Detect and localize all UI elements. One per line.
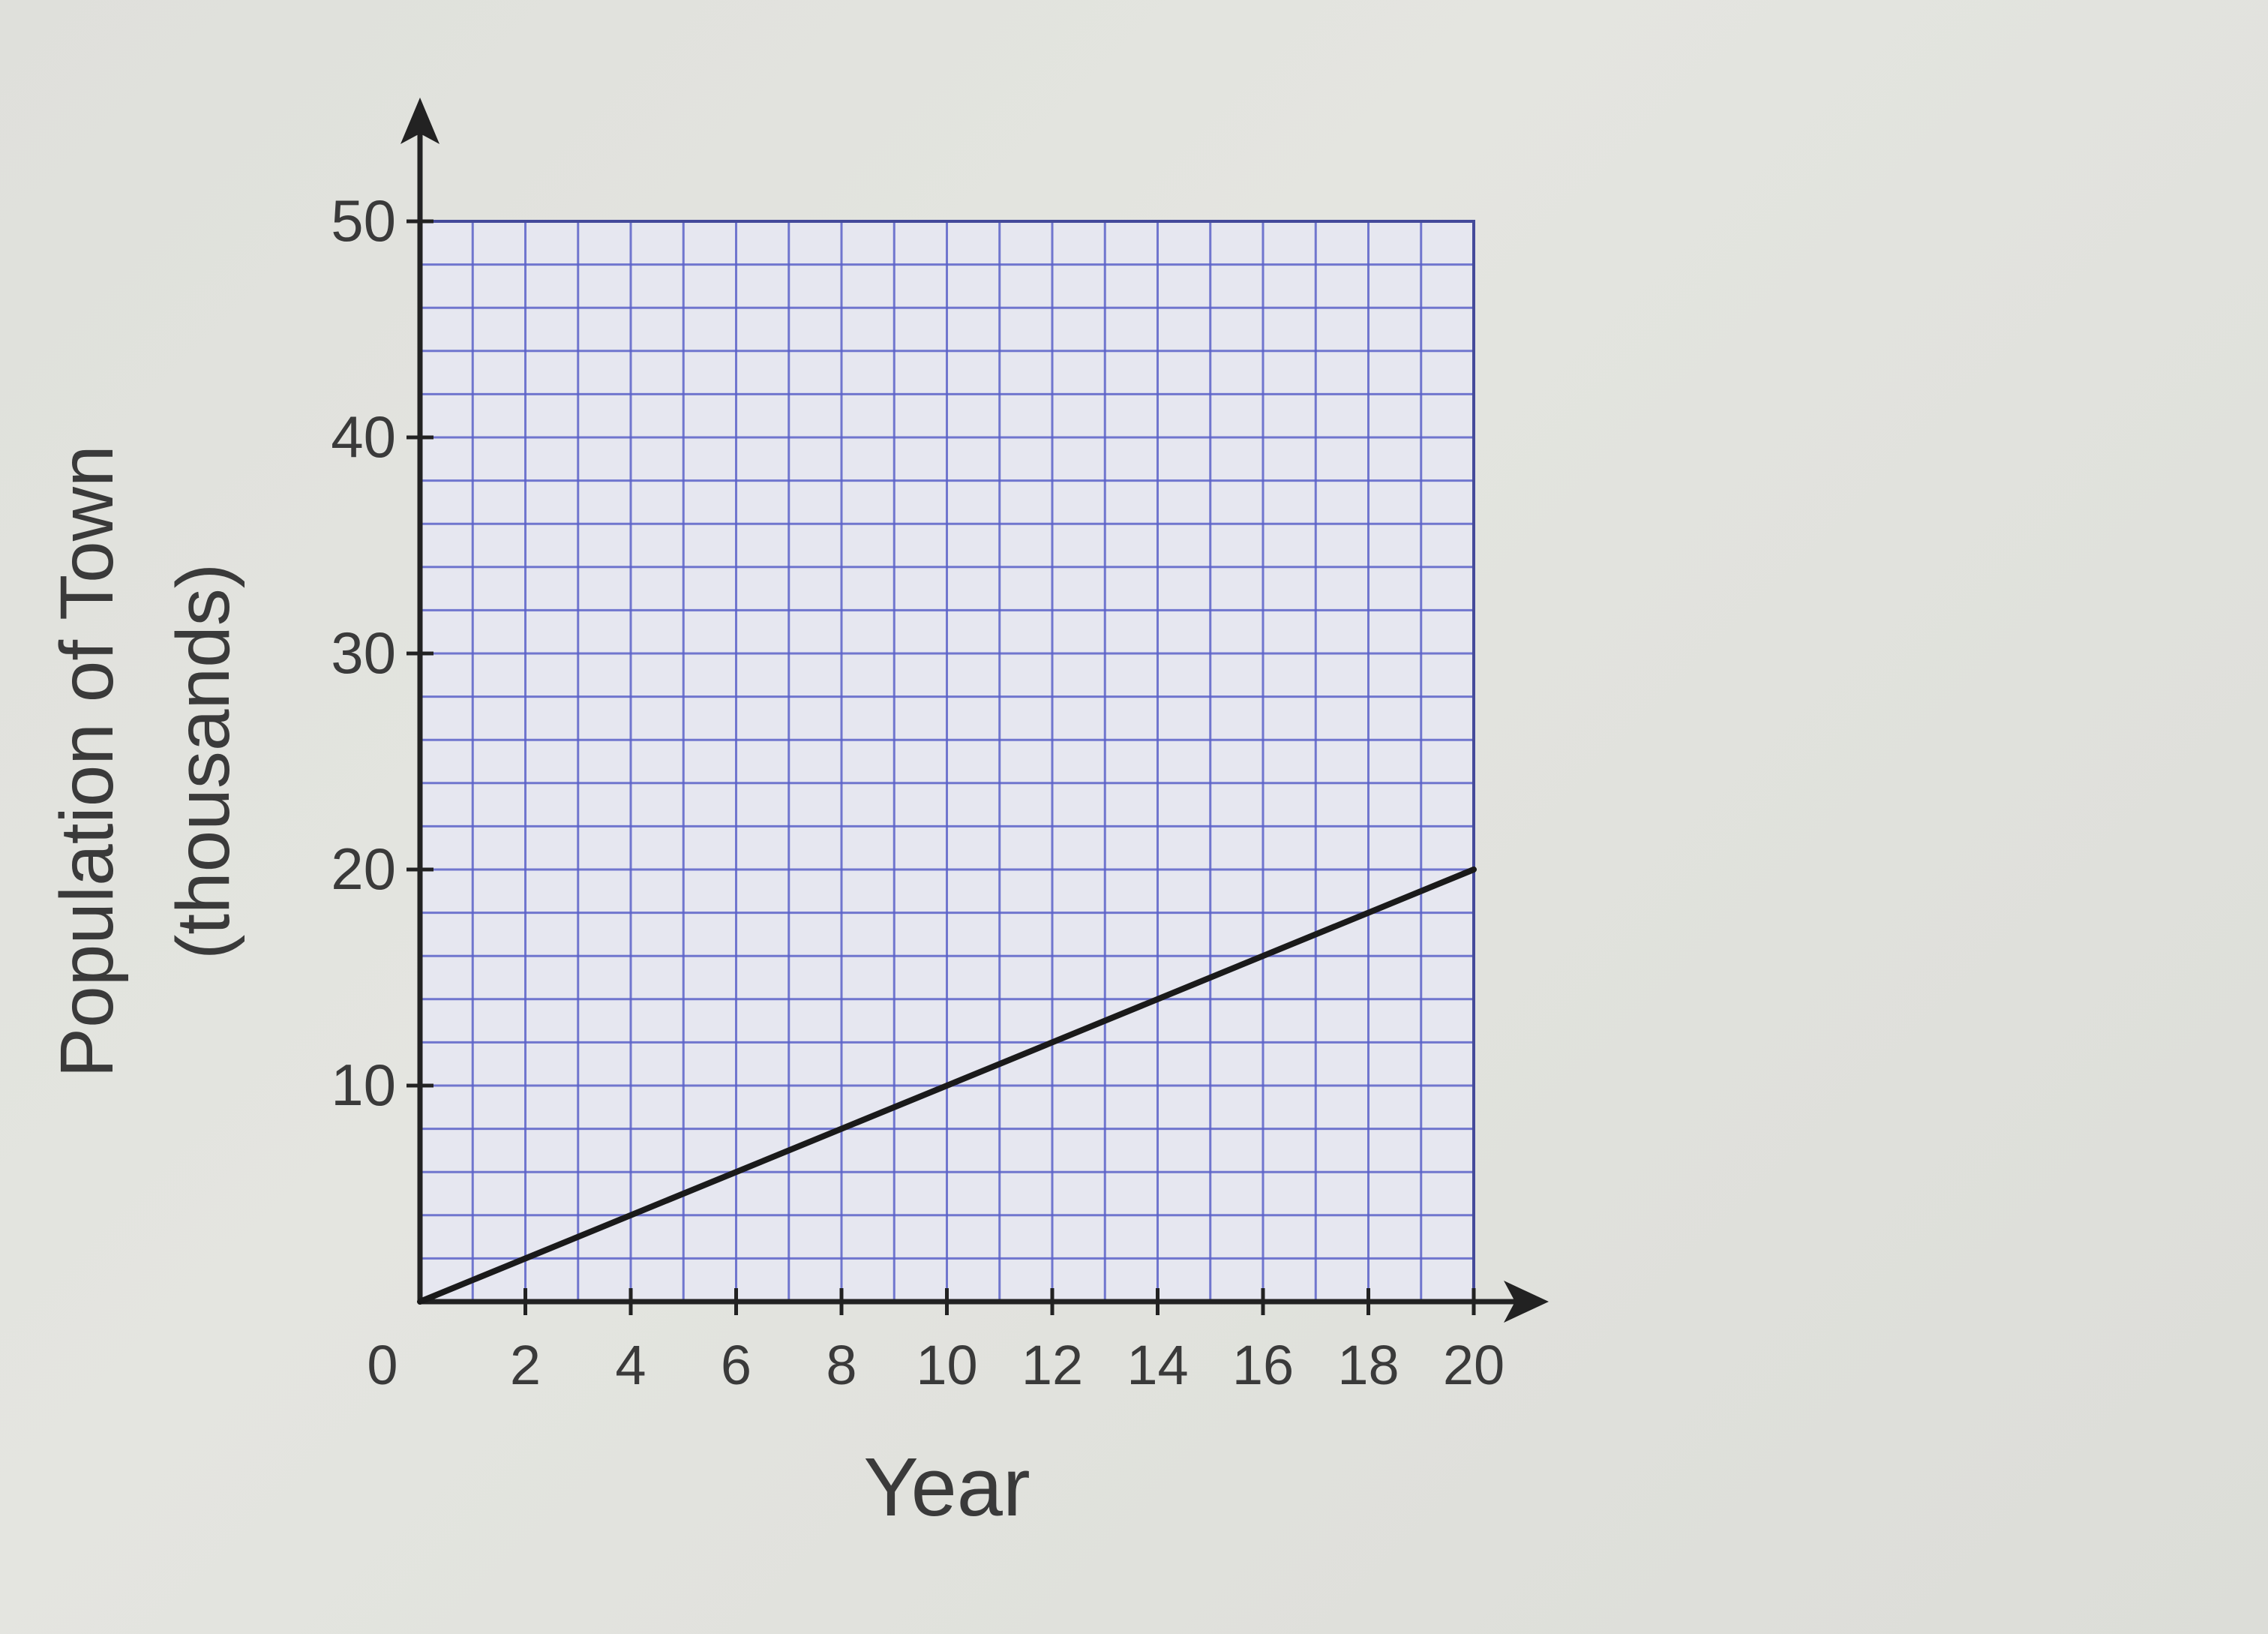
tick-labels: 0 2 4 6 8 10 12 14 16 18 20 10 20 30 40 50 <box>331 188 1504 1396</box>
x-tick-label: 0 <box>367 1334 398 1396</box>
x-tick-label: 14 <box>1126 1334 1188 1396</box>
y-tick-label: 10 <box>331 1052 396 1118</box>
ticks <box>406 219 1476 1315</box>
y-axis-arrow <box>400 98 440 144</box>
y-tick-label: 30 <box>331 620 396 686</box>
axes <box>400 98 1549 1323</box>
x-tick-label: 18 <box>1337 1334 1399 1396</box>
x-tick-label: 4 <box>615 1334 646 1396</box>
x-tick-label: 16 <box>1232 1334 1294 1396</box>
x-tick-label: 6 <box>721 1334 752 1396</box>
series <box>417 867 1477 1305</box>
y-axis-title: Population of Town <box>45 445 129 1077</box>
x-tick-label: 2 <box>510 1334 541 1396</box>
y-tick-label: 50 <box>331 188 396 254</box>
y-axis-unit: (thousands) <box>161 563 245 960</box>
x-axis-arrow <box>1504 1281 1549 1323</box>
x-tick-label: 12 <box>1022 1334 1083 1396</box>
grid <box>418 220 1475 1303</box>
x-tick-label: 20 <box>1443 1334 1504 1396</box>
x-tick-label: 8 <box>826 1334 856 1396</box>
y-tick-label: 20 <box>331 836 396 902</box>
x-tick-label: 10 <box>916 1334 977 1396</box>
y-tick-label: 40 <box>331 404 396 470</box>
x-axis-title: Year <box>863 1441 1030 1533</box>
series-line <box>417 867 1477 1305</box>
